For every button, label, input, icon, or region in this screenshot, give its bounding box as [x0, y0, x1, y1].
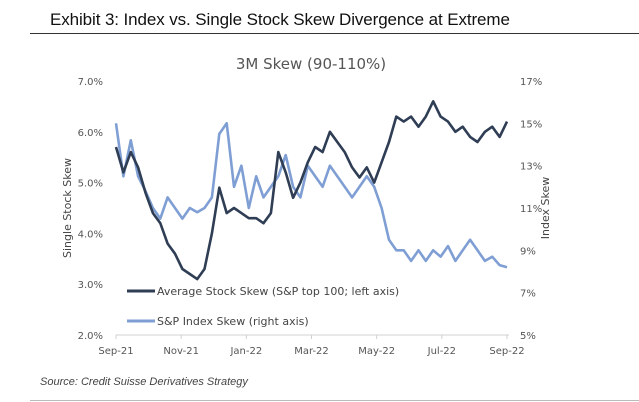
right-axis-ticks: 17% 15% 13% 11% 9% 7% 5% — [520, 77, 542, 342]
left-axis-title: Single Stock Skew — [61, 158, 74, 258]
x-tick-label: Jul-22 — [427, 346, 456, 357]
right-tick-label: 17% — [520, 77, 542, 88]
x-tick-label: May-22 — [358, 346, 395, 357]
series-line-index-skew — [114, 122, 508, 269]
x-axis: Sep-21 Nov-21 Jan-22 Mar-22 May-22 Jul-22 Sep-… — [98, 334, 525, 357]
chart-title: 3M Skew (90-110%) — [236, 55, 386, 73]
source-note: Source: Credit Suisse Derivatives Strate… — [40, 376, 248, 388]
x-tick-label: Nov-21 — [163, 346, 199, 357]
left-tick-label: 6.0% — [78, 128, 103, 139]
right-tick-label: 5% — [520, 331, 536, 342]
series-layer — [114, 100, 509, 281]
left-axis-ticks: 7.0% 6.0% 5.0% 4.0% 3.0% 2.0% — [78, 77, 103, 342]
x-tick-label: Jan-22 — [229, 346, 262, 357]
x-tick-label: Mar-22 — [294, 346, 329, 357]
right-tick-label: 15% — [520, 119, 542, 130]
legend: Average Stock Skew (S&P top 100; left ax… — [127, 285, 399, 328]
x-tick-label: Sep-22 — [489, 346, 524, 357]
left-tick-label: 4.0% — [78, 229, 103, 240]
right-tick-label: 7% — [520, 289, 536, 300]
right-tick-label: 13% — [520, 162, 542, 173]
series-line-stock-skew — [114, 100, 509, 281]
left-tick-label: 2.0% — [78, 331, 103, 342]
right-tick-label: 9% — [520, 246, 536, 257]
legend-label-stock: Average Stock Skew (S&P top 100; left ax… — [157, 285, 399, 298]
title-divider — [30, 33, 639, 34]
right-tick-label: 11% — [520, 204, 542, 215]
exhibit-title: Exhibit 3: Index vs. Single Stock Skew D… — [50, 10, 510, 29]
left-tick-label: 3.0% — [78, 280, 103, 291]
legend-label-index: S&P Index Skew (right axis) — [157, 315, 309, 328]
left-tick-label: 5.0% — [78, 179, 103, 190]
bottom-divider — [30, 400, 639, 401]
left-tick-label: 7.0% — [78, 77, 103, 88]
x-tick-label: Sep-21 — [98, 346, 133, 357]
right-axis-title: Index Skew — [539, 177, 552, 240]
